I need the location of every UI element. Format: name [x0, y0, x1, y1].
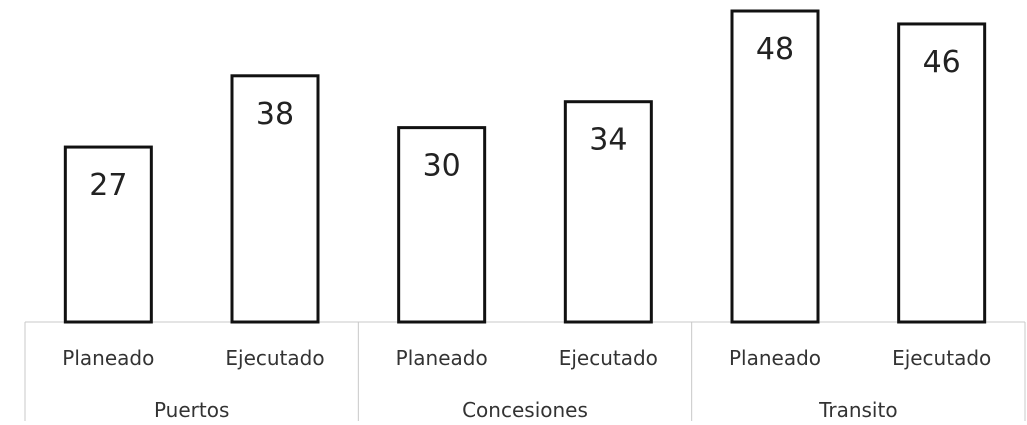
- axis-layer: [24, 321, 1026, 421]
- bar-value-label: 48: [756, 32, 794, 67]
- category-tick-label: Planeado: [729, 346, 821, 370]
- bar: [397, 126, 487, 324]
- group-label: Transito: [818, 398, 898, 421]
- labels-layer: 27 Planeado 38 Ejecutado Puertos 30 Planeado 34…: [62, 32, 991, 422]
- group-label: Concesiones: [462, 398, 588, 421]
- category-tick-label: Ejecutado: [559, 346, 658, 370]
- bar: [730, 9, 820, 324]
- bar: [897, 22, 987, 324]
- bar: [563, 100, 653, 324]
- bar-value-label: 27: [89, 168, 127, 203]
- category-tick-label: Planeado: [62, 346, 154, 370]
- bars-layer: [63, 9, 987, 324]
- bar-value-label: 34: [589, 123, 627, 158]
- bar-value-label: 30: [423, 149, 461, 184]
- bar: [230, 74, 320, 324]
- group-label: Puertos: [154, 398, 229, 421]
- bar-value-label: 38: [256, 97, 294, 132]
- category-tick-label: Ejecutado: [892, 346, 991, 370]
- bar: [63, 145, 153, 324]
- bar-value-label: 46: [923, 45, 961, 80]
- category-tick-label: Ejecutado: [225, 346, 324, 370]
- category-tick-label: Planeado: [396, 346, 488, 370]
